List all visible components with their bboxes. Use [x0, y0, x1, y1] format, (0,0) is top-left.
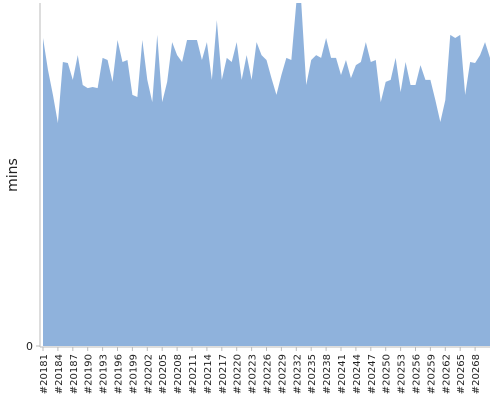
- x-tick-label: #20214: [203, 354, 214, 394]
- x-tick-label: #20223: [248, 354, 259, 394]
- x-tick-label: #20232: [292, 354, 303, 394]
- x-tick-label: #20253: [397, 354, 408, 394]
- x-tick-label: #20235: [307, 354, 318, 394]
- x-tick-label: #20265: [456, 354, 467, 394]
- x-tick-label: #20229: [277, 354, 288, 394]
- x-tick-label: #20262: [441, 354, 452, 394]
- x-tick-label: #20205: [158, 354, 169, 394]
- x-tick-label: #20268: [471, 354, 482, 394]
- x-tick-label: #20244: [352, 354, 363, 394]
- x-tick-label: #20187: [69, 354, 80, 394]
- x-tick-label: #20208: [173, 354, 184, 394]
- x-tick-label: #20217: [218, 354, 229, 394]
- x-tick-label: #20181: [39, 354, 50, 394]
- x-tick-label: #20196: [114, 354, 125, 394]
- x-tick-label: #20220: [233, 354, 244, 394]
- x-tick-label: #20250: [382, 354, 393, 394]
- x-tick-label: #20193: [99, 354, 110, 394]
- y-axis-label: mins: [5, 158, 21, 192]
- x-tick-label: #20241: [337, 354, 348, 394]
- x-tick-label: #20190: [84, 354, 95, 394]
- x-tick-label: #20211: [188, 354, 199, 394]
- y-tick-label: 0: [26, 340, 33, 353]
- x-tick-label: #20259: [426, 354, 437, 394]
- x-tick-label: #20256: [412, 354, 423, 394]
- x-tick-label: #20226: [263, 354, 274, 394]
- x-tick-label: #20247: [367, 354, 378, 394]
- x-tick-label: #20184: [54, 354, 65, 394]
- x-tick-label: #20202: [143, 354, 154, 394]
- x-tick-label: #20238: [322, 354, 333, 394]
- area: [43, 3, 490, 346]
- x-tick-label: #20199: [128, 354, 139, 394]
